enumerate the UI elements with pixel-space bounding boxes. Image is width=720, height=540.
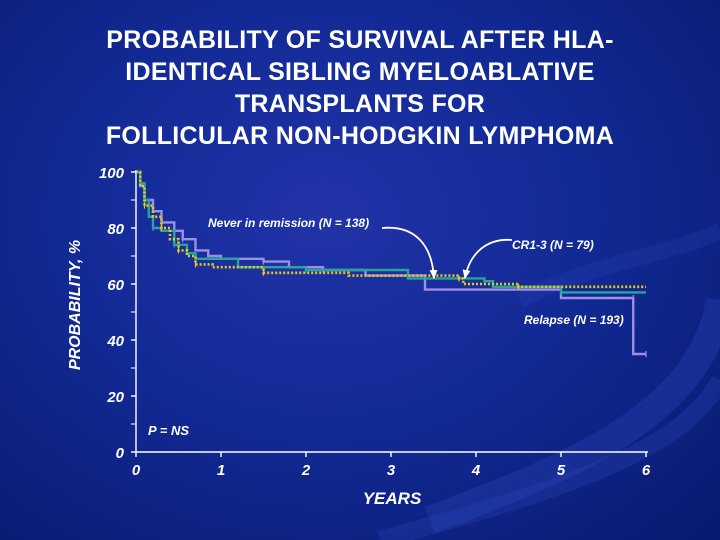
title-line-3: TRANSPLANTS FOR bbox=[234, 90, 486, 118]
y-tick-label: 0 bbox=[116, 445, 125, 462]
title-line-1: PROBABILITY OF SURVIVAL AFTER HLA- bbox=[106, 26, 614, 54]
title-line-2: IDENTICAL SIBLING MYELOABLATIVE bbox=[125, 58, 595, 86]
x-tick-label: 0 bbox=[132, 462, 141, 479]
x-axis-label: YEARS bbox=[362, 489, 422, 508]
slide-title: PROBABILITY OF SURVIVAL AFTER HLA- IDENT… bbox=[40, 24, 680, 152]
annotation-never-in-remission: Never in remission (N = 138) bbox=[208, 216, 370, 230]
x-tick-label: 1 bbox=[217, 462, 225, 479]
arrow-cr bbox=[462, 239, 513, 279]
y-tick-label: 20 bbox=[106, 389, 124, 406]
y-tick-label: 60 bbox=[107, 277, 124, 294]
arrow-never-in-remission bbox=[381, 226, 438, 279]
y-tick-label: 40 bbox=[106, 333, 124, 350]
p-value-label: P = NS bbox=[148, 423, 190, 438]
annotation-cr: CR1-3 (N = 79) bbox=[512, 238, 594, 252]
title-line-4: FOLLICULAR NON-HODGKIN LYMPHOMA bbox=[105, 122, 615, 150]
y-axis-label: PROBABILITY, % bbox=[67, 239, 84, 371]
y-tick-label: 100 bbox=[99, 165, 125, 182]
annotation-relapse: Relapse (N = 193) bbox=[524, 313, 624, 327]
series-layer bbox=[136, 170, 647, 357]
y-tick-label: 80 bbox=[107, 221, 124, 238]
x-tick-label: 2 bbox=[301, 462, 311, 479]
x-tick-label: 5 bbox=[557, 462, 566, 479]
annotation-arrows bbox=[381, 226, 513, 279]
x-tick-label: 4 bbox=[471, 462, 481, 479]
chart-axes: 0 20 40 60 80 100 0 1 2 3 4 5 6 bbox=[99, 165, 651, 479]
x-tick-label: 3 bbox=[387, 462, 396, 479]
x-tick-label: 6 bbox=[642, 462, 651, 479]
series-line-0 bbox=[136, 170, 646, 294]
series-line-1 bbox=[136, 170, 646, 289]
